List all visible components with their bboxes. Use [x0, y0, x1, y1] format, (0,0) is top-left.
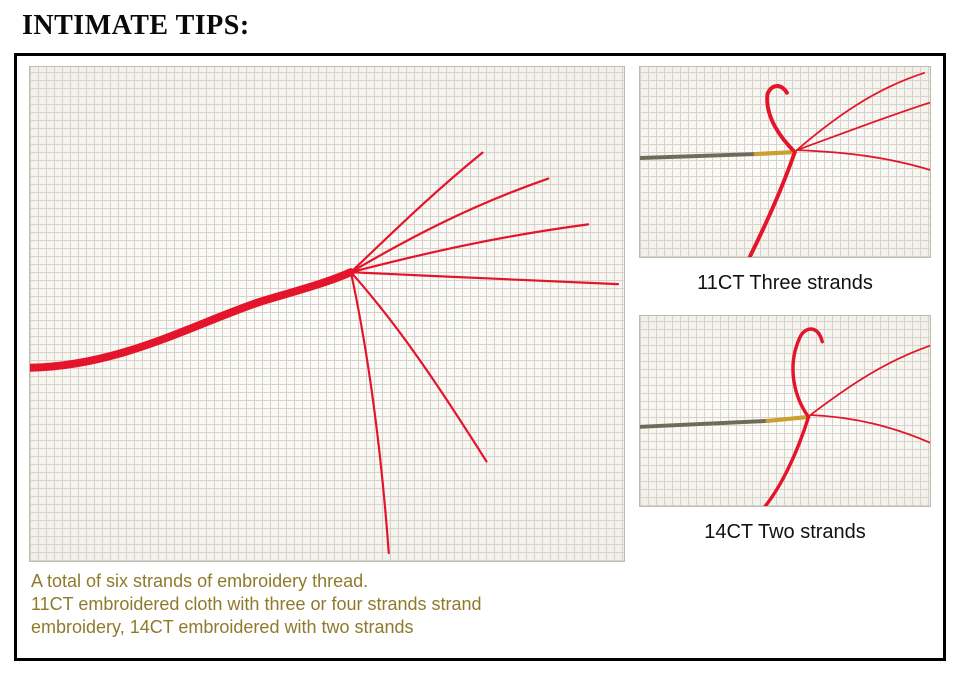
two-strand-caption: 14CT Two strands: [639, 513, 931, 558]
right-column: 11CT Three strands 14CT Two strands: [639, 66, 931, 646]
content-frame: A total of six strands of embroidery thr…: [14, 53, 946, 661]
two-strand-panel: [639, 315, 931, 507]
description-text: A total of six strands of embroidery thr…: [29, 562, 625, 639]
main-thread-panel: [29, 66, 625, 562]
three-strand-with-needle-illustration: [640, 67, 930, 257]
six-strand-thread-illustration: [30, 67, 624, 561]
three-strand-panel: [639, 66, 931, 258]
left-column: A total of six strands of embroidery thr…: [29, 66, 625, 646]
three-strand-caption: 11CT Three strands: [639, 264, 931, 309]
page-title: INTIMATE TIPS:: [0, 0, 960, 50]
two-strand-with-needle-illustration: [640, 316, 930, 506]
